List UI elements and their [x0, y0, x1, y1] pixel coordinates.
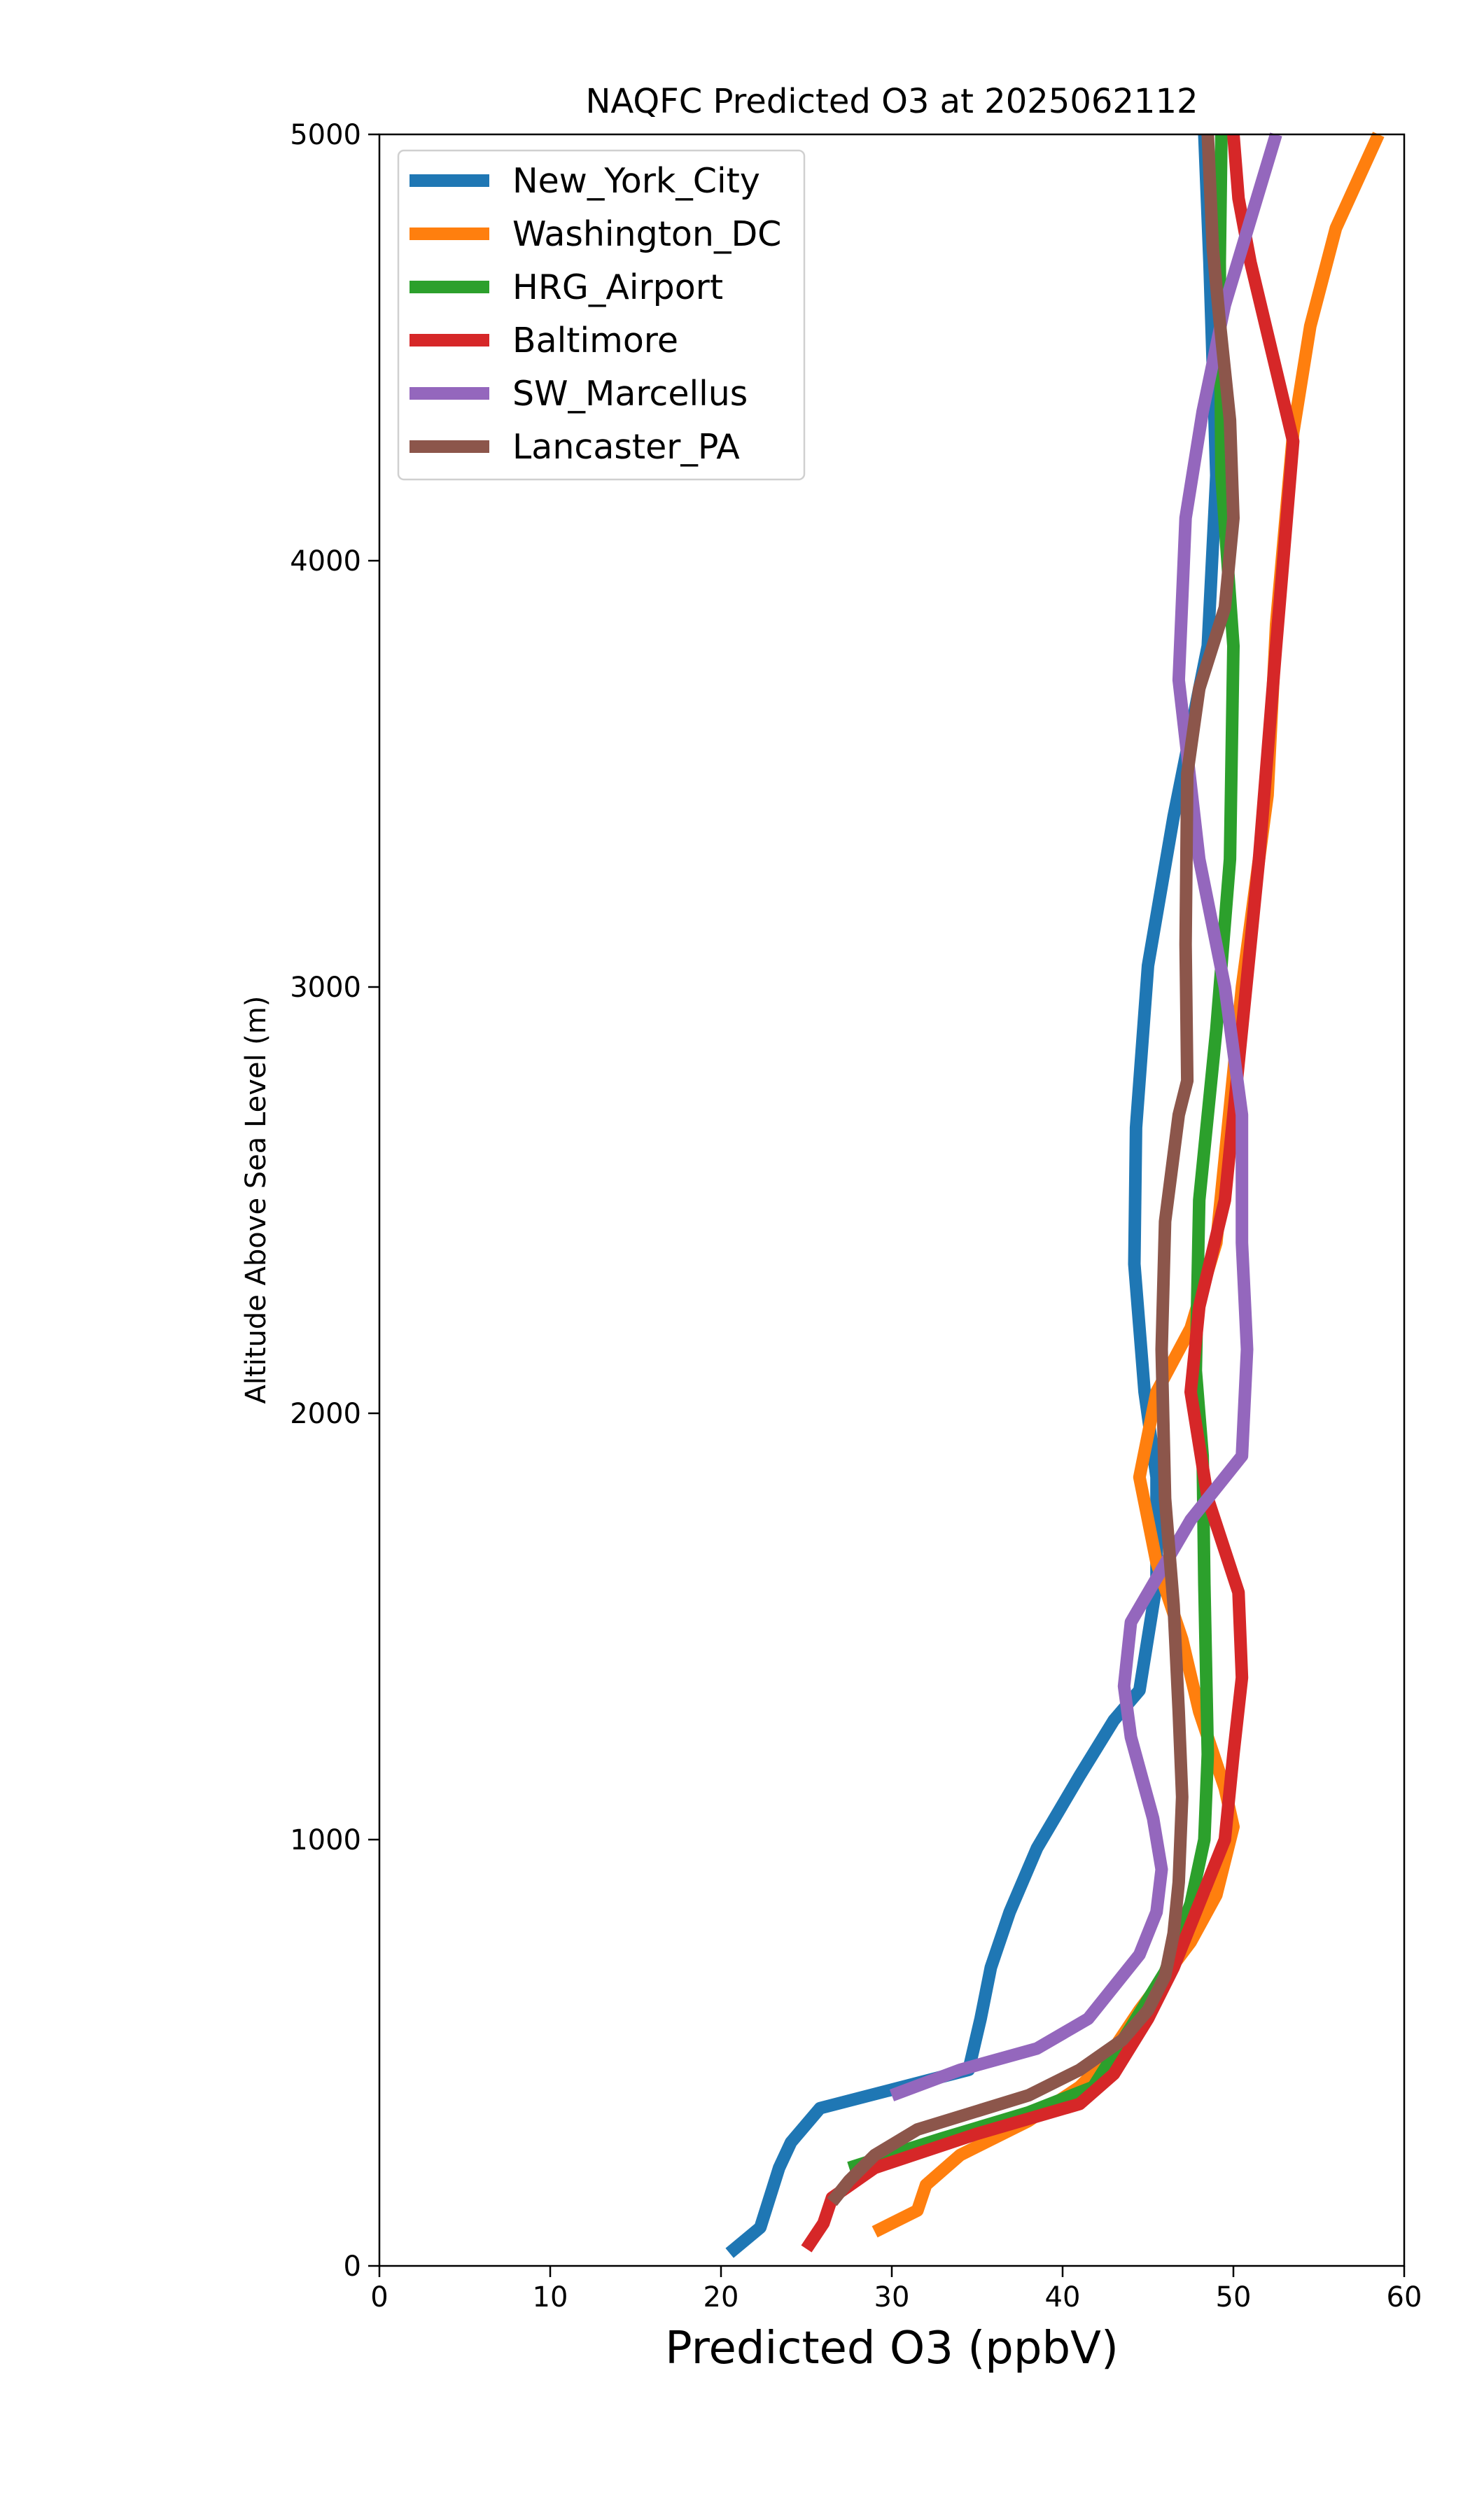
legend-label: Washington_DC [512, 214, 781, 254]
y-tick-label: 4000 [290, 545, 361, 578]
y-tick-label: 2000 [290, 1398, 361, 1430]
x-tick-label: 30 [874, 2281, 910, 2314]
legend: New_York_City Washington_DC HRG_Airport Bal… [397, 149, 806, 481]
series-line-baltimore [801, 134, 1300, 2253]
x-tick-label: 10 [533, 2281, 568, 2314]
legend-label: Lancaster_PA [512, 427, 740, 467]
chart-title: NAQFC Predicted O3 at 2025062112 [585, 82, 1198, 121]
series-line-washington-dc [872, 132, 1385, 2238]
x-tick-label: 0 [370, 2281, 388, 2314]
series-line-lancaster-pa [827, 134, 1240, 2206]
x-tick-label: 40 [1045, 2281, 1081, 2314]
legend-frame [397, 149, 806, 481]
x-tick-label: 50 [1216, 2281, 1252, 2314]
y-tick-label: 1000 [290, 1824, 361, 1856]
legend-label: HRG_Airport [512, 267, 723, 307]
series-line-sw-marcellus [889, 132, 1282, 2101]
y-tick-label: 5000 [290, 119, 361, 151]
x-tick-label: 60 [1387, 2281, 1422, 2314]
legend-label: SW_Marcellus [512, 374, 748, 414]
legend-label: New_York_City [512, 161, 760, 201]
x-axis: 0 10 20 30 40 50 60 [370, 2266, 1422, 2314]
x-axis-label: Predicted O3 (ppbV) [665, 2323, 1119, 2374]
series-layer [725, 132, 1385, 2258]
y-tick-label: 3000 [290, 972, 361, 1004]
y-axis-label: Altitude Above Sea Level (m) [240, 996, 272, 1404]
x-tick-label: 20 [704, 2281, 739, 2314]
y-tick-label: 0 [344, 2250, 361, 2283]
legend-label: Baltimore [512, 321, 678, 360]
y-axis: 0 1000 2000 3000 4000 5000 [290, 119, 379, 2283]
